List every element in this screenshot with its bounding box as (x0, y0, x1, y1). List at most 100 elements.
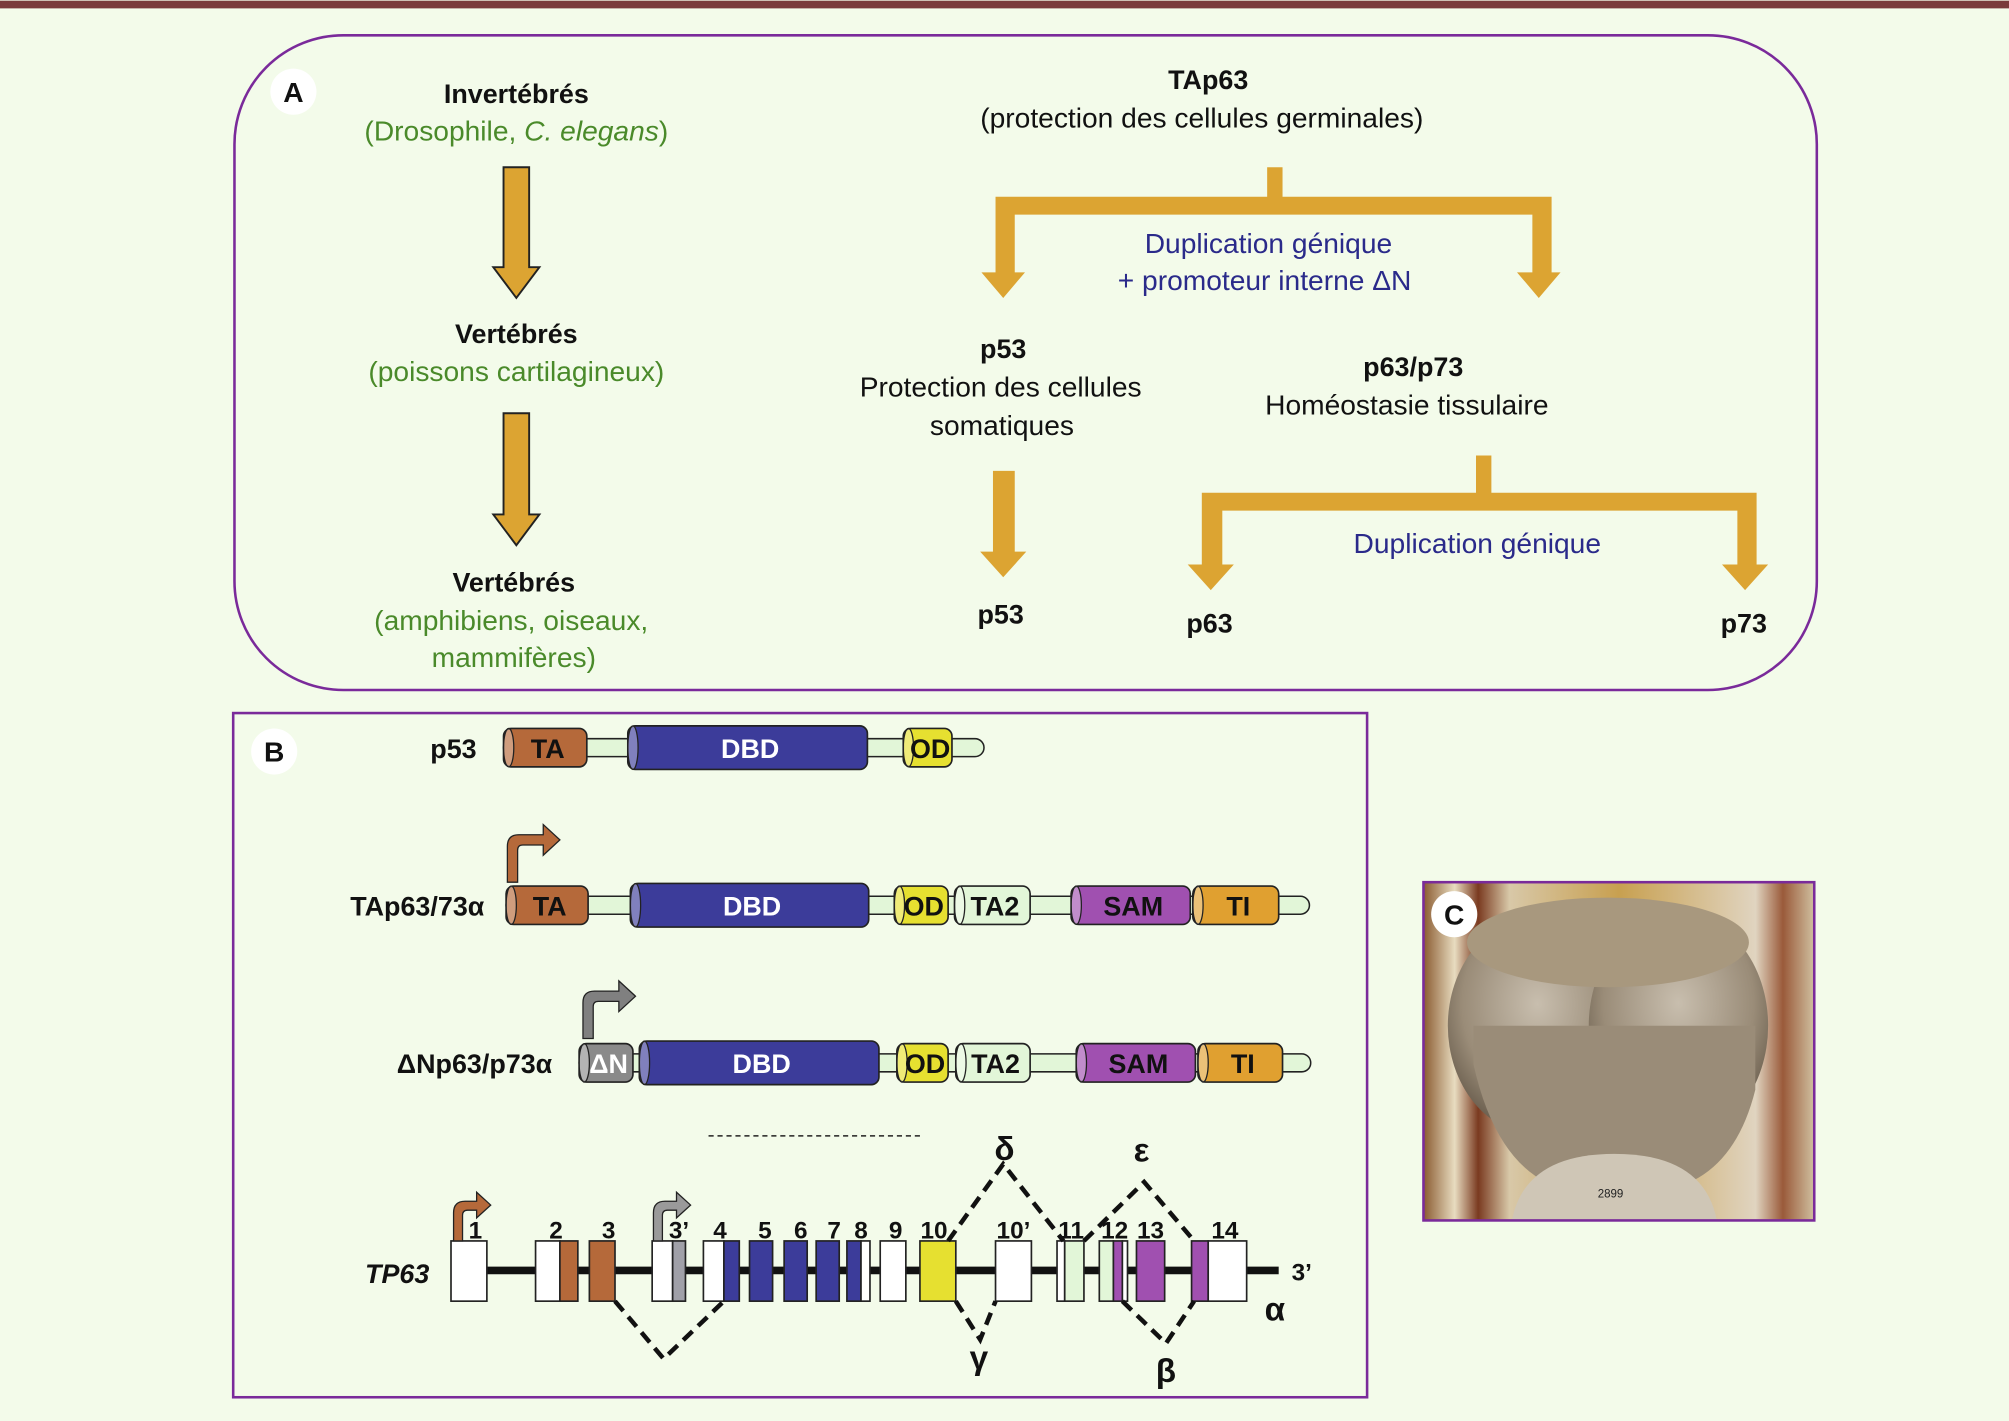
variant-epsilon: ε (1134, 1133, 1150, 1170)
exon-number: 13 (1137, 1217, 1164, 1244)
plinth-number: 2899 (1598, 1188, 1624, 1200)
domain-delta-n: ΔN (578, 1042, 634, 1083)
protein-diagram: TA DBD OD TA2 SAM TI (505, 882, 1311, 928)
exon-number: 1 (469, 1217, 483, 1244)
domain-label: OD (905, 1049, 945, 1079)
variant-gamma: γ (970, 1340, 989, 1377)
p53-role-1: Protection des cellules (860, 371, 1142, 403)
protein-name-p53: p53 (430, 734, 476, 764)
exon: 14 (1190, 1217, 1248, 1302)
exon: 6 (783, 1217, 809, 1302)
exon1-promoter-arrow (452, 1190, 492, 1242)
tap63-label: TAp63 (1168, 65, 1248, 95)
exon: 5 (748, 1217, 774, 1302)
invertebrates-label: Invertébrés (444, 79, 589, 109)
exon: 7 (815, 1217, 841, 1302)
panel-c: 2899 C (1422, 880, 1816, 1222)
domain-label: TI (1226, 891, 1250, 921)
domain-label: TI (1231, 1049, 1255, 1079)
exon: 3’ (651, 1217, 689, 1302)
splice-delta (946, 1160, 1066, 1243)
exon-number: 5 (758, 1217, 772, 1244)
protein-diagram: TA DBD OD (502, 725, 985, 771)
panel-a: A Invertébrés (Drosophile, C. elegans) V… (233, 33, 1819, 692)
p53-arrow (980, 470, 1027, 578)
domain-ta: TA (502, 727, 588, 768)
variant-beta: β (1156, 1353, 1176, 1390)
p53-final-label: p53 (977, 599, 1023, 629)
exon: 4 (702, 1217, 741, 1302)
exon: 10 (919, 1217, 957, 1302)
exon: 1 (450, 1217, 488, 1302)
exon-number: 3’ (669, 1217, 689, 1244)
evolution-arrow-2 (491, 412, 542, 547)
vertebrates-examples-2b: mammifères) (432, 641, 596, 673)
domain-dbd: DBD (629, 882, 870, 928)
domain-label: ΔN (589, 1049, 628, 1079)
panel-b-badge (251, 728, 298, 775)
domain-label: SAM (1103, 891, 1163, 921)
panel-c-frame (1422, 880, 1816, 1222)
domain-ta: TA (505, 885, 589, 926)
protein-name-tap63: TAp63/73α (350, 891, 485, 921)
tap63-role: (protection des cellules germinales) (980, 102, 1423, 134)
protein-name-dnp63: ΔNp63/p73α (397, 1049, 553, 1079)
exon3p-promoter-arrow (652, 1190, 692, 1242)
duplication-label-1: Duplication génique (1145, 227, 1392, 259)
exon-number: 6 (794, 1217, 808, 1244)
variant-alpha: α (1265, 1291, 1286, 1328)
panel-a-badge (270, 68, 317, 115)
splice-gamma (953, 1299, 998, 1345)
protein-diagram: ΔN DBD OD TA2 SAM TI (578, 1040, 1312, 1086)
domain-dbd: DBD (626, 725, 869, 771)
p63p73-label: p63/p73 (1363, 352, 1463, 382)
exon: 10’ (994, 1217, 1033, 1302)
ta-promoter-arrow (506, 823, 561, 883)
vertebrates-examples-1: (poissons cartilagineux) (368, 355, 664, 387)
duplication-label-2: Duplication génique (1354, 527, 1601, 559)
p63p73-role: Homéostasie tissulaire (1265, 389, 1548, 421)
splice-dn (613, 1299, 726, 1363)
three-prime-label: 3’ (1292, 1260, 1312, 1287)
panel-c-label: C (1444, 898, 1464, 930)
exon-number: 8 (854, 1217, 868, 1244)
exon: 12 (1098, 1217, 1129, 1302)
domain-sam: SAM (1070, 885, 1192, 926)
exon: 11 (1056, 1217, 1085, 1302)
domain-sam: SAM (1075, 1042, 1197, 1083)
panel-c-badge (1431, 891, 1478, 938)
domain-label: DBD (733, 1049, 791, 1079)
panel-b: B p53 TAp63/73α ΔNp63/p73α TA DBD OD TA DBD O… (231, 711, 1369, 1399)
variant-delta: δ (994, 1131, 1014, 1168)
domain-od: OD (896, 1042, 949, 1083)
exon: 3 (588, 1217, 616, 1302)
internal-promoter-label: + promoteur interne ΔN (1118, 264, 1412, 296)
splice-beta (1120, 1299, 1196, 1347)
domain-label: SAM (1109, 1049, 1169, 1079)
panel-a-frame (233, 33, 1819, 692)
domain-od: OD (893, 885, 949, 926)
p63-final-label: p63 (1186, 608, 1232, 638)
domain-ti: TI (1197, 1042, 1284, 1083)
gene-name: TP63 (365, 1259, 429, 1289)
domain-label: DBD (721, 734, 779, 764)
domain-od: OD (902, 727, 953, 768)
p53-label: p53 (980, 334, 1026, 364)
domain-label: DBD (723, 891, 781, 921)
duplication-bracket-1 (981, 167, 1561, 298)
top-bar (0, 0, 2009, 9)
exon: 8 (846, 1217, 871, 1302)
panel-b-frame (231, 711, 1369, 1399)
exon-number: 14 (1211, 1217, 1239, 1244)
domain-dbd: DBD (638, 1040, 880, 1086)
domain-ta2: TA2 (953, 885, 1031, 926)
domain-ti: TI (1192, 885, 1280, 926)
exon: 13 (1135, 1217, 1166, 1302)
invertebrates-examples: (Drosophile, C. elegans) (364, 114, 668, 146)
exon-number: 10 (921, 1217, 948, 1244)
domain-label: TA2 (971, 1049, 1020, 1079)
exon-number: 7 (827, 1217, 841, 1244)
domain-label: OD (910, 734, 950, 764)
vertebrates-examples-2a: (amphibiens, oiseaux, (374, 604, 648, 636)
